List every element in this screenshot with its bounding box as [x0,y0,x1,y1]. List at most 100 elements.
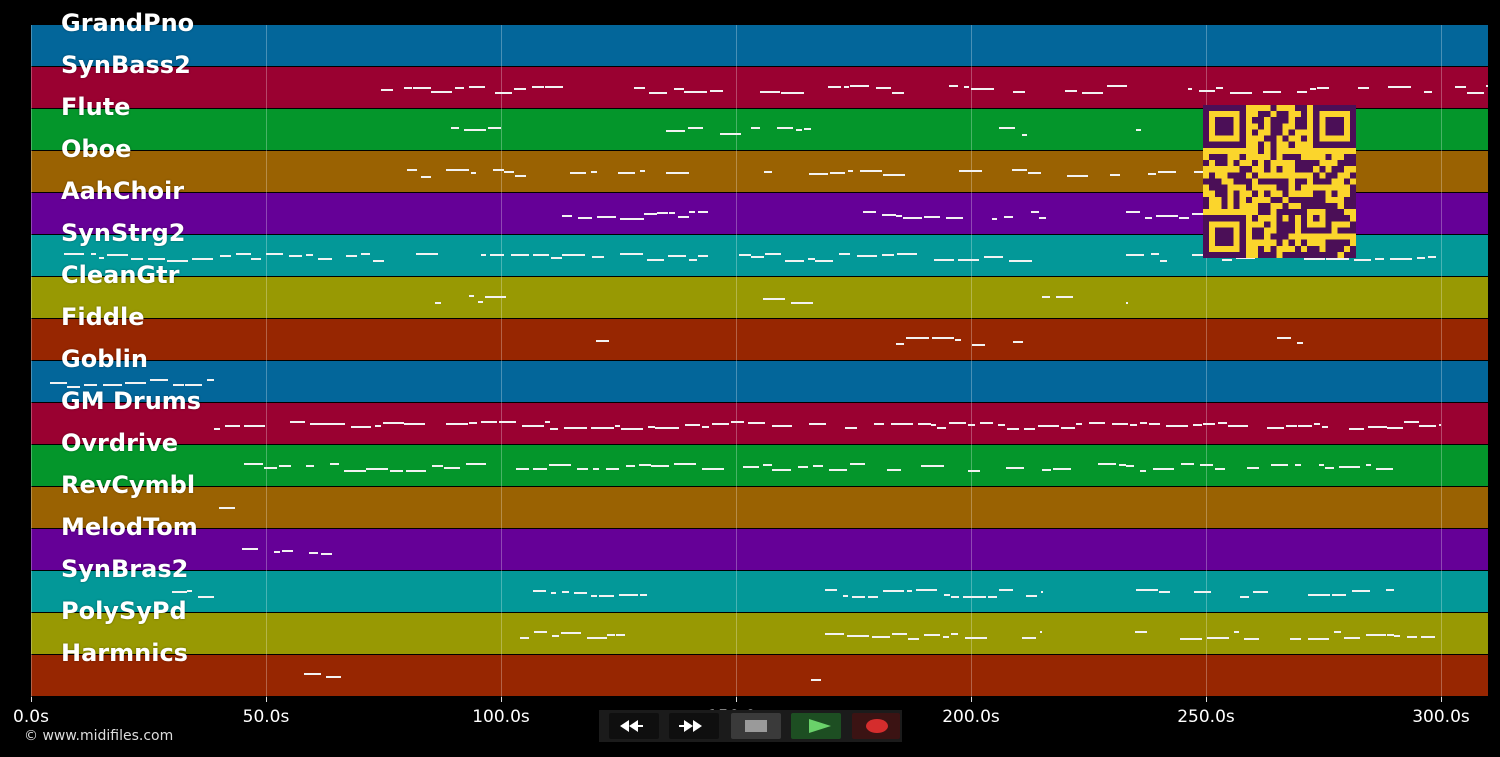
track-row[interactable] [31,25,1488,67]
track-row[interactable] [31,613,1488,655]
note [906,337,929,339]
note [484,296,507,298]
note [220,255,231,257]
track-label: Harmnics [61,639,188,667]
note [688,127,704,129]
note [544,421,550,423]
note [1041,469,1051,471]
note [759,91,780,93]
note [868,596,878,598]
fast-forward-button[interactable] [669,713,719,739]
grid-line [971,25,972,697]
note [98,257,105,259]
note [907,590,913,592]
note [684,91,707,93]
note [1158,591,1170,593]
note [644,213,657,215]
note [991,218,998,220]
note [828,469,848,471]
note [808,423,826,425]
note [431,91,453,93]
note [83,384,97,386]
note [1313,423,1321,425]
note [1023,428,1035,430]
note [1187,88,1193,90]
note [1349,428,1365,430]
track-row[interactable] [31,403,1488,445]
note [403,87,413,89]
note [343,470,366,472]
note [1486,85,1488,87]
note [560,632,581,634]
note [251,258,261,260]
note [657,212,668,214]
note [587,637,608,639]
note [533,631,547,633]
note [591,427,615,429]
note [943,594,951,596]
track-label: Oboe [61,135,132,163]
note [1082,92,1104,94]
track-row[interactable] [31,445,1488,487]
note [1240,596,1250,598]
note [445,423,468,425]
note [1235,257,1256,259]
record-icon [866,719,888,733]
note [862,211,877,213]
track-row[interactable] [31,319,1488,361]
play-button[interactable] [791,713,841,739]
note [172,591,187,593]
note [351,426,371,428]
note [1367,426,1387,428]
note [310,423,330,425]
note [668,255,686,257]
note [511,254,530,256]
note [701,426,709,428]
axis-tick [31,697,32,702]
note [815,260,833,262]
axis-tick-label: 100.0s [472,707,530,727]
rewind-icon [620,720,643,732]
stop-button[interactable] [731,713,781,739]
note [1028,172,1041,174]
note [797,466,809,468]
note [932,337,955,339]
track-row[interactable] [31,571,1488,613]
note [1041,591,1044,593]
note [329,423,345,425]
note [1344,637,1360,639]
note [1193,591,1211,593]
track-row[interactable] [31,487,1488,529]
note [1307,594,1331,596]
track-row[interactable] [31,67,1488,109]
track-row[interactable] [31,529,1488,571]
note [719,133,741,135]
track-row[interactable] [31,361,1488,403]
note [673,88,685,90]
track-row[interactable] [31,277,1488,319]
note [1318,464,1325,466]
note [504,171,515,173]
record-button[interactable] [852,713,900,739]
track-row[interactable] [31,655,1488,697]
fast-forward-icon [679,720,702,732]
note [984,256,1003,258]
note [599,595,614,597]
note [1004,216,1013,218]
rewind-button[interactable] [609,713,659,739]
note [1416,257,1425,259]
note [1007,428,1019,430]
note [206,379,215,381]
note [1324,467,1334,469]
note [897,253,918,255]
note [668,212,676,214]
note [710,90,724,92]
note [689,211,695,213]
note [808,173,828,175]
note [1135,589,1158,591]
note [937,427,947,429]
note [923,216,940,218]
note [498,421,516,423]
note [435,302,441,304]
note [107,254,129,256]
